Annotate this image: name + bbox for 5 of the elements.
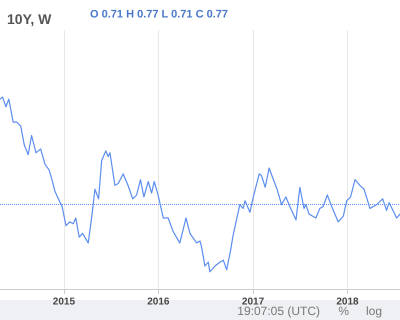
text: log [366,304,382,318]
x-tick-label: 2015 [52,296,76,308]
text: O 0.71 H 0.77 L 0.71 C 0.77 [90,8,228,20]
chart-title: 10Y, W [7,11,52,27]
x-tick-label: 2016 [147,296,170,308]
